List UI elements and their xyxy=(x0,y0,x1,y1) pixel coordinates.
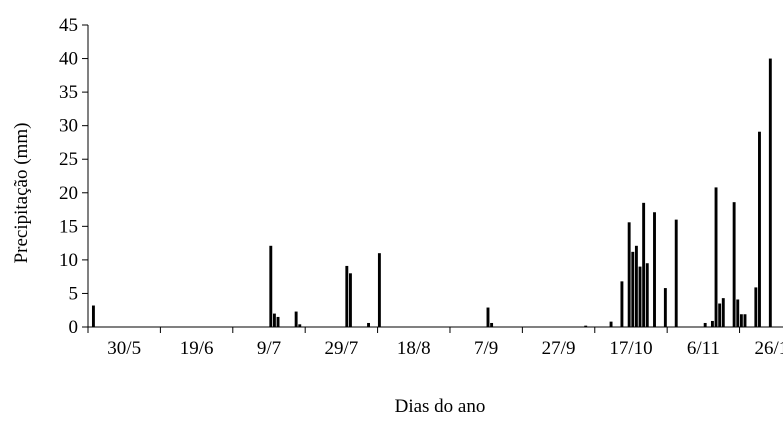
bars xyxy=(91,58,772,328)
y-tick-label: 10 xyxy=(59,250,78,271)
x-tick-label: 30/5 xyxy=(107,338,141,359)
precipitation-bar xyxy=(674,219,678,327)
y-tick-label: 30 xyxy=(59,116,78,137)
precipitation-bar xyxy=(276,316,280,327)
x-tick-label: 17/10 xyxy=(609,338,652,359)
precipitation-bar xyxy=(609,321,613,327)
y-tick-label: 20 xyxy=(59,183,78,204)
precipitation-bar xyxy=(294,311,298,327)
x-tick-label: 27/9 xyxy=(542,338,576,359)
x-tick-label: 26/11 xyxy=(754,338,783,359)
x-tick-label: 19/6 xyxy=(180,338,214,359)
y-tick-label: 35 xyxy=(59,82,78,103)
precipitation-bar xyxy=(653,212,656,327)
y-tick-label: 15 xyxy=(59,216,78,237)
precipitation-bar xyxy=(718,303,722,327)
y-tick-label: 45 xyxy=(59,15,78,36)
precipitation-bar xyxy=(377,253,381,327)
precipitation-bar xyxy=(348,273,352,327)
precipitation-bar xyxy=(620,281,624,327)
y-tick-label: 40 xyxy=(59,49,78,70)
x-tick-label: 18/8 xyxy=(397,338,431,359)
precipitation-bar xyxy=(627,222,631,327)
x-tick-label: 6/11 xyxy=(687,338,720,359)
precipitation-bar xyxy=(703,322,707,327)
precipitation-bar xyxy=(584,325,588,327)
precipitation-bar xyxy=(743,314,747,327)
x-axis-title: Dias do ano xyxy=(395,396,486,417)
precipitation-bar xyxy=(768,58,772,328)
precipitation-bar xyxy=(91,305,95,327)
precipitation-bar xyxy=(758,131,761,327)
y-tick-label: 5 xyxy=(69,283,79,304)
x-tick-label: 29/7 xyxy=(324,338,358,359)
precipitation-bar xyxy=(645,263,649,327)
precipitation-bar xyxy=(736,299,740,327)
precipitation-bar xyxy=(721,298,725,327)
x-tick-label: 7/9 xyxy=(474,338,498,359)
x-axis: 30/5 19/6 9/7 29/7 18/8 7/9 27/9 17/10 6/11 26/11 xyxy=(87,326,783,359)
precipitation-bar xyxy=(486,307,490,327)
y-axis-title: Precipitação (mm) xyxy=(11,123,32,264)
precipitation-bar xyxy=(272,313,276,327)
x-tick-label: 9/7 xyxy=(257,338,281,359)
precipitation-bar xyxy=(710,320,714,327)
precipitation-bar xyxy=(367,322,370,327)
precipitation-bar xyxy=(663,288,667,327)
precipitation-bar xyxy=(739,314,743,327)
y-tick-label: 0 xyxy=(69,317,79,338)
y-axis: 0 5 10 15 20 25 30 35 40 45 xyxy=(59,15,89,338)
precipitation-bar xyxy=(345,265,349,327)
precipitation-bar xyxy=(642,202,646,327)
precipitation-bar xyxy=(298,324,302,327)
y-tick-label: 25 xyxy=(59,149,78,170)
precipitation-bar xyxy=(714,187,718,327)
precipitation-bar xyxy=(269,245,273,327)
precipitation-bar xyxy=(754,287,758,327)
precipitation-bar xyxy=(634,245,638,327)
precipitation-bar xyxy=(631,251,635,327)
precipitation-bar xyxy=(732,202,736,327)
precipitation-bar xyxy=(638,266,642,327)
precipitation-bar xyxy=(490,322,494,327)
